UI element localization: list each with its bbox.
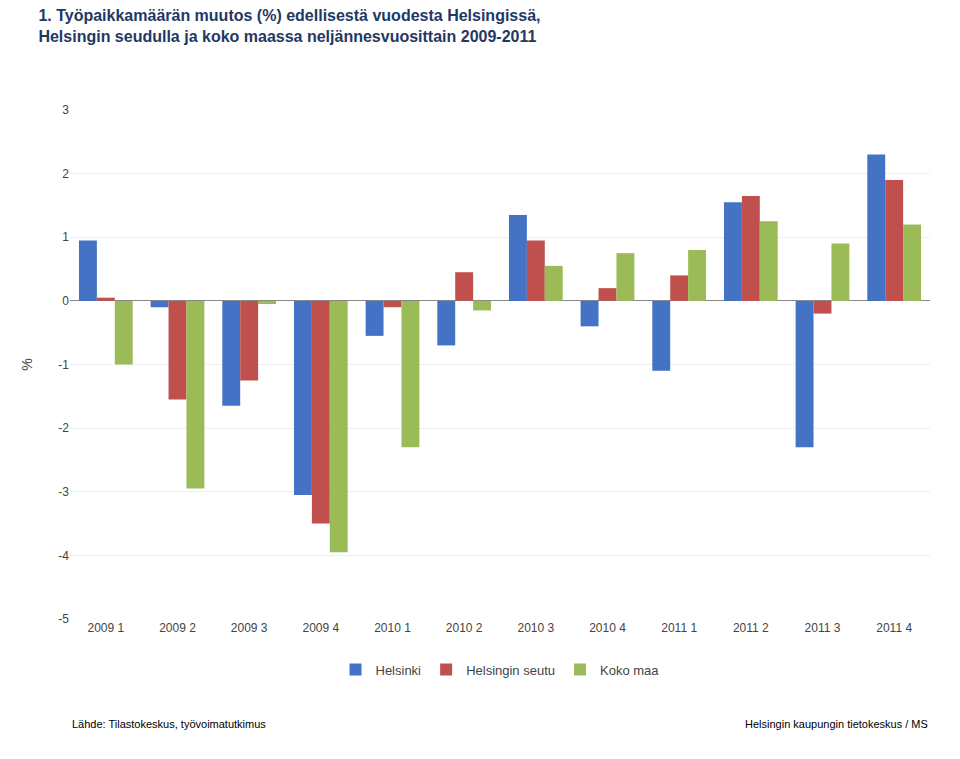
svg-text:2010 4: 2010 4 [589, 621, 626, 635]
svg-text:-2: -2 [58, 421, 69, 435]
svg-text:2010 1: 2010 1 [374, 621, 411, 635]
svg-text:-4: -4 [58, 549, 69, 563]
svg-text:Helsinki: Helsinki [376, 663, 422, 678]
svg-text:Helsingin kaupungin tietokesku: Helsingin kaupungin tietokeskus / MS [745, 718, 928, 730]
svg-text:Lähde: Tilastokeskus, työvoima: Lähde: Tilastokeskus, työvoimatutkimus [72, 718, 266, 730]
svg-text:2009 3: 2009 3 [231, 621, 268, 635]
svg-text:3: 3 [62, 103, 69, 117]
svg-text:2010 3: 2010 3 [517, 621, 554, 635]
svg-text:2010 2: 2010 2 [446, 621, 483, 635]
svg-text:2009 2: 2009 2 [159, 621, 196, 635]
svg-text:%: % [19, 358, 35, 370]
svg-text:Koko maa: Koko maa [600, 663, 659, 678]
svg-text:2009 1: 2009 1 [87, 621, 124, 635]
svg-text:1: 1 [62, 230, 69, 244]
svg-text:2011 3: 2011 3 [805, 621, 841, 635]
svg-text:1. Työpaikkamäärän muutos (%): 1. Työpaikkamäärän muutos (%) edellisest… [38, 7, 540, 45]
svg-text:2009 4: 2009 4 [302, 621, 339, 635]
svg-text:2: 2 [62, 167, 69, 181]
svg-text:0: 0 [62, 294, 69, 308]
svg-text:2011 4: 2011 4 [876, 621, 912, 635]
svg-text:Helsingin seutu: Helsingin seutu [466, 663, 555, 678]
svg-text:-3: -3 [58, 485, 69, 499]
svg-text:-5: -5 [58, 612, 69, 626]
svg-text:-1: -1 [58, 358, 69, 372]
svg-text:2011 2: 2011 2 [733, 621, 769, 635]
svg-text:2011 1: 2011 1 [661, 621, 697, 635]
